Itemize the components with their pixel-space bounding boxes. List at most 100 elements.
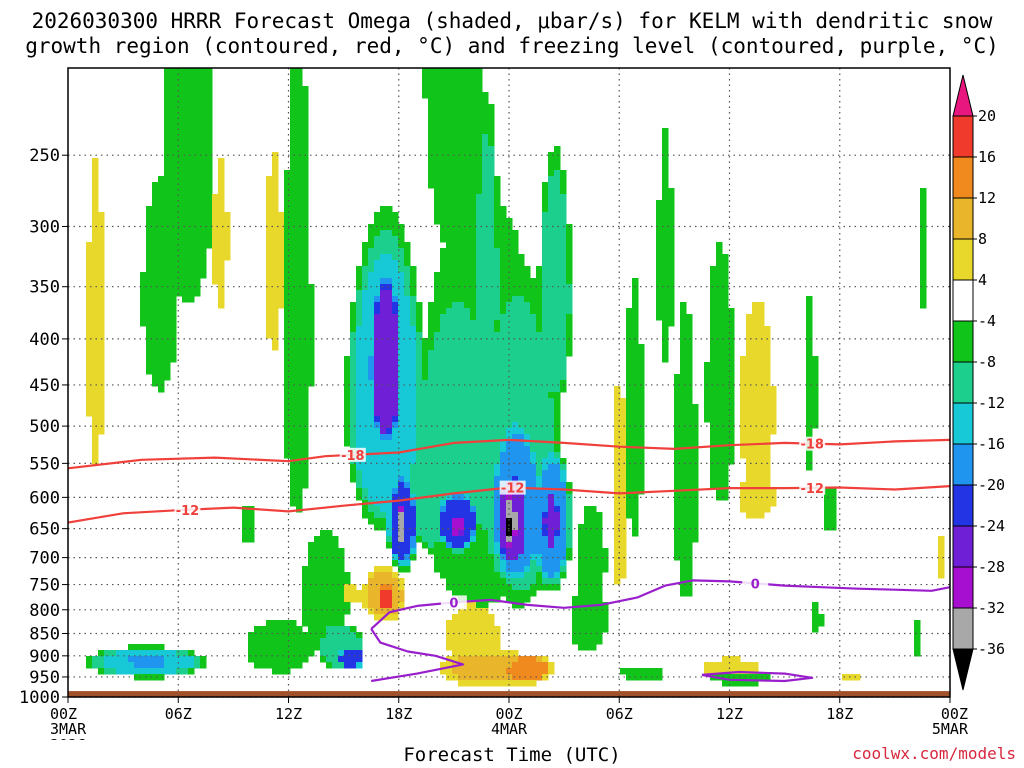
omega-cell: [494, 596, 501, 603]
omega-cell: [482, 380, 489, 387]
omega-cell: [590, 644, 597, 651]
omega-cell: [350, 344, 357, 351]
omega-cell: [590, 542, 597, 549]
omega-cell: [170, 254, 177, 261]
omega-cell: [92, 314, 99, 321]
omega-cell: [470, 398, 477, 405]
omega-cell: [302, 302, 309, 309]
omega-cell: [446, 344, 453, 351]
omega-cell: [674, 386, 681, 393]
omega-cell: [728, 344, 735, 351]
omega-cell: [824, 524, 831, 531]
omega-cell: [458, 104, 465, 111]
omega-cell: [548, 536, 555, 543]
omega-cell: [494, 518, 501, 525]
omega-cell: [464, 134, 471, 141]
omega-cell: [458, 284, 465, 291]
omega-cell: [386, 308, 393, 315]
omega-cell: [632, 404, 639, 411]
omega-cell: [752, 356, 759, 363]
omega-cell: [434, 116, 441, 123]
omega-cell: [194, 200, 201, 207]
omega-cell: [356, 374, 363, 381]
omega-cell: [638, 362, 645, 369]
omega-cell: [920, 290, 927, 297]
omega-cell: [764, 356, 771, 363]
omega-cell: [500, 254, 507, 261]
omega-cell: [548, 344, 555, 351]
omega-cell: [92, 272, 99, 279]
omega-cell: [284, 638, 291, 645]
omega-cell: [200, 158, 207, 165]
omega-cell: [482, 248, 489, 255]
omega-cell: [428, 68, 435, 75]
omega-cell: [386, 296, 393, 303]
omega-cell: [494, 302, 501, 309]
omega-cell: [530, 290, 537, 297]
contour-label-bg: [799, 480, 826, 495]
omega-cell: [218, 290, 225, 297]
omega-cell: [380, 296, 387, 303]
omega-cell: [524, 470, 531, 477]
omega-cell: [752, 434, 759, 441]
omega-cell: [536, 428, 543, 435]
omega-cell: [398, 518, 405, 525]
omega-cell: [302, 86, 309, 93]
omega-cell: [170, 302, 177, 309]
omega-cell: [380, 338, 387, 345]
omega-cell: [482, 266, 489, 273]
omega-cell: [344, 428, 351, 435]
omega-cell: [662, 302, 669, 309]
omega-cell: [374, 236, 381, 243]
omega-cell: [530, 572, 537, 579]
omega-cell: [92, 368, 99, 375]
omega-cell: [272, 620, 279, 627]
omega-cell: [458, 248, 465, 255]
omega-cell: [518, 326, 525, 333]
omega-cell: [374, 596, 381, 603]
omega-cell: [470, 182, 477, 189]
omega-cell: [554, 236, 561, 243]
omega-cell: [458, 218, 465, 225]
omega-cell: [278, 668, 285, 675]
omega-cell: [686, 572, 693, 579]
omega-cell: [632, 308, 639, 315]
omega-cell: [500, 578, 507, 585]
omega-cell: [590, 536, 597, 543]
omega-cell: [752, 422, 759, 429]
omega-cell: [740, 674, 747, 681]
omega-cell: [530, 446, 537, 453]
omega-cell: [434, 386, 441, 393]
omega-cell: [686, 500, 693, 507]
omega-cell: [440, 176, 447, 183]
omega-cell: [356, 350, 363, 357]
omega-cell: [554, 548, 561, 555]
omega-cell: [500, 542, 507, 549]
omega-cell: [170, 278, 177, 285]
omega-cell: [530, 326, 537, 333]
omega-cell: [398, 512, 405, 519]
omega-cell: [542, 380, 549, 387]
omega-cell: [686, 314, 693, 321]
site-credit[interactable]: coolwx.com/models: [852, 744, 1016, 763]
omega-cell: [722, 320, 729, 327]
omega-cell: [446, 518, 453, 525]
omega-cell: [194, 152, 201, 159]
omega-cell: [398, 416, 405, 423]
omega-cell: [392, 590, 399, 597]
omega-cell: [512, 446, 519, 453]
omega-cell: [290, 470, 297, 477]
omega-cell: [812, 602, 819, 609]
omega-cell: [548, 320, 555, 327]
omega-cell: [278, 278, 285, 285]
omega-cell: [524, 512, 531, 519]
omega-cell: [446, 500, 453, 507]
omega-cell: [464, 158, 471, 165]
omega-cell: [578, 542, 585, 549]
omega-cell: [356, 314, 363, 321]
omega-cell: [518, 674, 525, 681]
y-tick-label: 400: [29, 330, 60, 350]
omega-cell: [518, 530, 525, 537]
omega-cell: [506, 656, 513, 663]
omega-cell: [500, 464, 507, 471]
